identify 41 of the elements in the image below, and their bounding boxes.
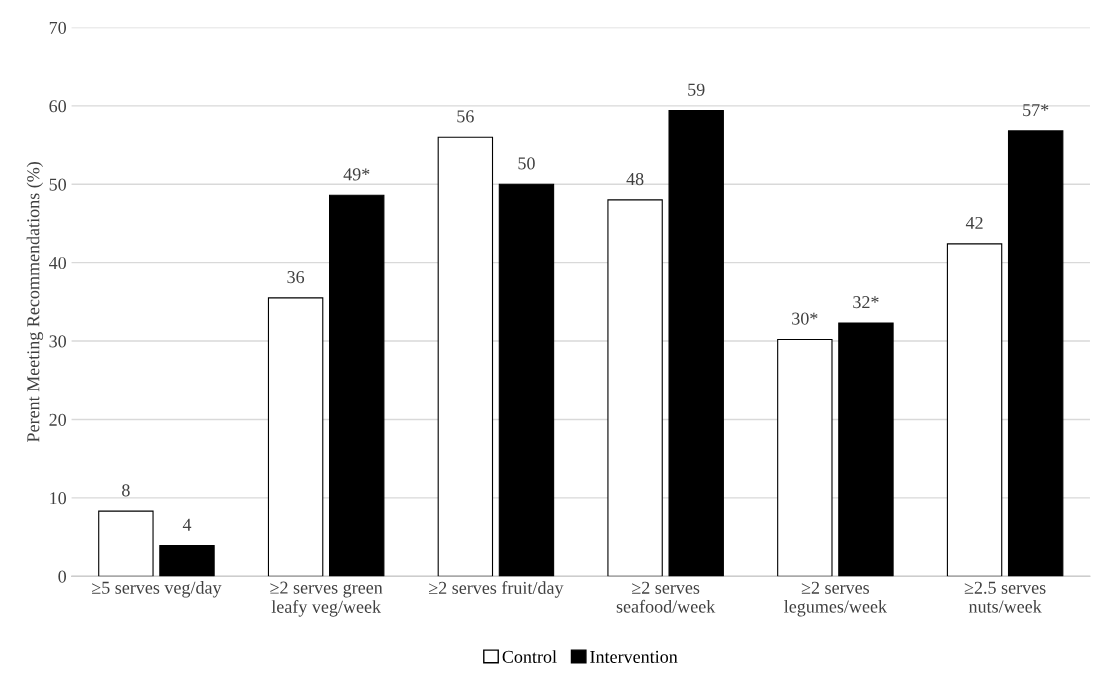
- data-label: 42: [965, 216, 983, 229]
- bar: [777, 338, 833, 577]
- y-tick-label: 0: [58, 570, 67, 583]
- data-label: 57*: [1023, 104, 1049, 117]
- y-tick-label: 70: [49, 21, 67, 34]
- data-label: 59: [688, 83, 705, 96]
- legend-label: Control: [502, 650, 557, 663]
- bar: [946, 243, 1003, 577]
- x-tick-label: ≥2 serves legumes/week: [784, 581, 888, 617]
- x-tick-label: ≥5 serves veg/day: [92, 581, 222, 598]
- data-label: 36: [287, 271, 305, 284]
- x-tick-label: ≥2 serves seafood/week: [616, 581, 716, 613]
- x-tick-label: ≥2 serves green leafy veg/week: [270, 581, 383, 617]
- data-label: 32*: [853, 296, 879, 309]
- bar: [329, 194, 385, 577]
- y-tick-label: 60: [49, 100, 67, 113]
- bar: [607, 199, 663, 577]
- bar: [1007, 130, 1064, 577]
- data-label: 30*: [792, 312, 818, 325]
- legend-label: Intervention: [590, 650, 678, 663]
- y-tick-label: 40: [49, 256, 67, 270]
- y-tick-label: 10: [50, 492, 67, 505]
- y-axis-title: Perent Meeting Recommendations (%): [26, 161, 44, 442]
- y-tick-label: 20: [49, 413, 67, 426]
- data-label: 48: [626, 172, 644, 186]
- bar: [437, 136, 494, 577]
- data-label: 8: [122, 484, 130, 497]
- data-label: 49*: [343, 168, 370, 181]
- data-label: 4: [182, 518, 192, 531]
- bar: [838, 322, 894, 577]
- bar: [668, 109, 724, 577]
- y-tick-label: 30: [49, 335, 67, 348]
- bar: [159, 545, 215, 577]
- x-tick-label: ≥2 serves fruit/day: [429, 581, 564, 598]
- y-tick-label: 50: [49, 178, 67, 191]
- x-tick-label: ≥2.5 serves nuts/week: [964, 581, 1046, 613]
- bar: [98, 510, 154, 577]
- data-label: 50: [518, 157, 535, 170]
- data-label: 56: [457, 110, 474, 123]
- bar: [498, 183, 555, 577]
- bar: [267, 297, 324, 577]
